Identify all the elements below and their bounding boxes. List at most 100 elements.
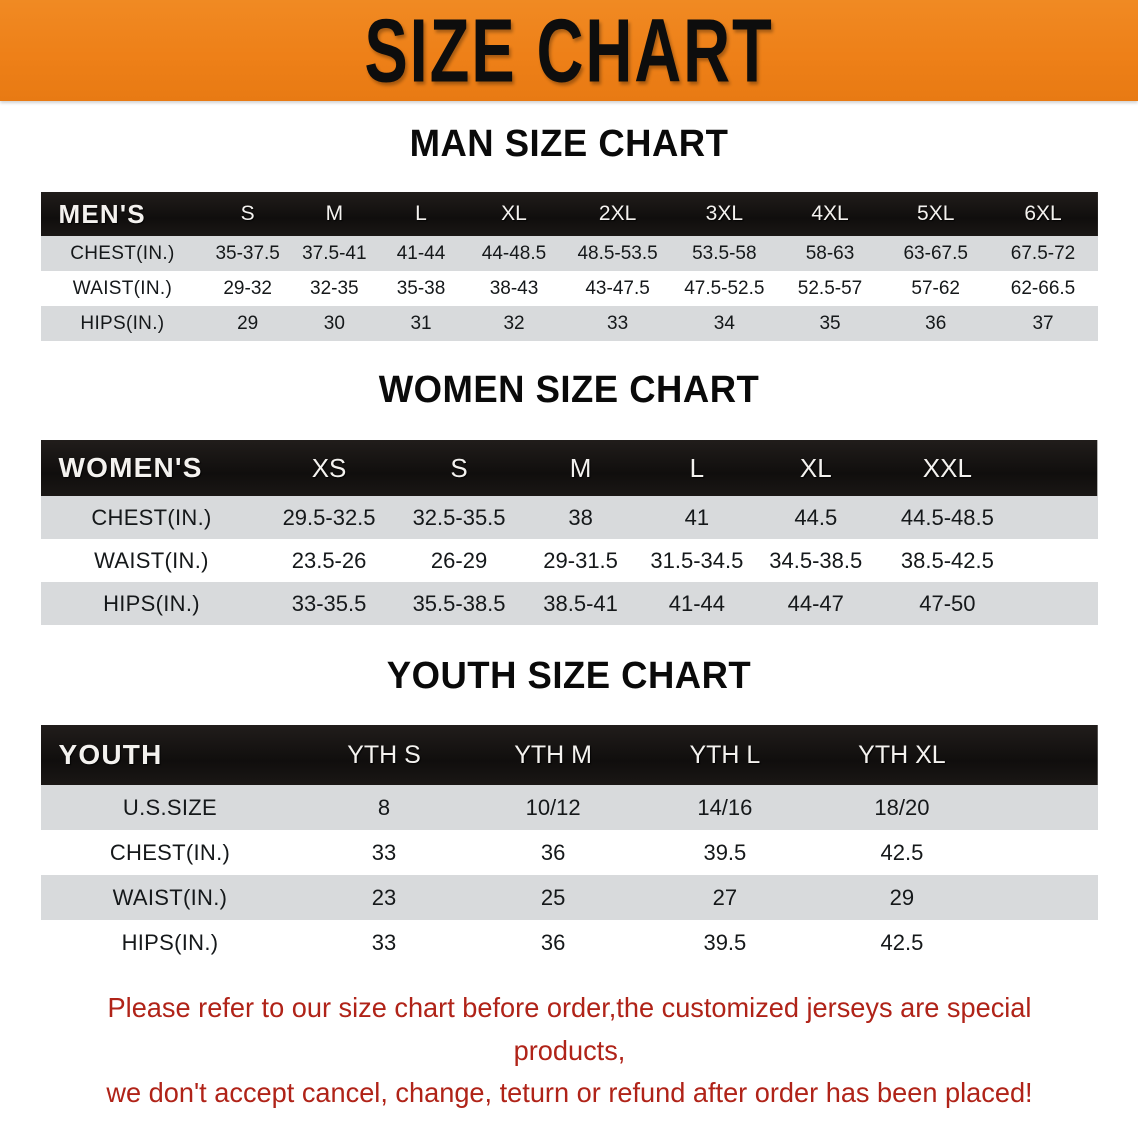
women-cell-2-0: 33-35.5	[291, 590, 367, 616]
man-col-header-0: S	[240, 202, 255, 225]
man-section-title: MAN SIZE CHART	[409, 123, 729, 165]
youth-section-title: YOUTH SIZE CHART	[386, 655, 752, 697]
women-cell-1-6	[1018, 539, 1097, 582]
youth-table-header-row: YOUTH YTH S YTH M YTH L YTH XL	[40, 725, 1098, 785]
women-cell-1-4: 34.5-38.5	[769, 547, 863, 573]
youth-cell-2-4	[992, 875, 1098, 920]
women-cell-2-2: 38.5-41	[543, 590, 618, 616]
man-cell-1-8: 62-66.5	[1010, 277, 1076, 299]
table-row: WAIST(IN.) 23 25 27 29	[40, 875, 1098, 920]
man-cell-2-1: 30	[323, 312, 345, 334]
man-cell-2-2: 31	[410, 312, 432, 334]
women-col-header-6	[1018, 440, 1097, 496]
table-row: HIPS(IN.) 33-35.5 35.5-38.5 38.5-41 41-4…	[40, 582, 1098, 625]
man-cell-2-6: 35	[819, 312, 841, 334]
table-row: HIPS(IN.) 29 30 31 32 33 34 35 36 37	[40, 306, 1098, 341]
man-cell-0-6: 58-63	[805, 242, 855, 264]
page-title: SIZE CHART	[364, 0, 774, 101]
youth-cell-2-2: 27	[712, 884, 738, 910]
man-table-header-row: MEN'S S M L XL 2XL 3XL 4XL 5XL 6XL	[40, 192, 1098, 236]
women-row-label-2: HIPS(IN.)	[103, 590, 200, 616]
women-cell-2-6	[1018, 582, 1097, 625]
man-cell-0-2: 41-44	[396, 242, 446, 264]
youth-cell-2-0: 23	[371, 884, 397, 910]
man-corner-label: MEN'S	[58, 198, 146, 229]
youth-col-header-1: YTH M	[514, 740, 592, 769]
youth-cell-1-4	[992, 830, 1098, 875]
women-cell-0-0: 29.5-32.5	[282, 504, 376, 530]
women-cell-1-3: 31.5-34.5	[650, 547, 744, 573]
table-row: CHEST(IN.) 29.5-32.5 32.5-35.5 38 41 44.…	[40, 496, 1098, 539]
women-col-header-4: XL	[799, 452, 832, 483]
women-cell-0-6	[1018, 496, 1097, 539]
man-col-header-8: 6XL	[1024, 202, 1062, 225]
table-row: HIPS(IN.) 33 36 39.5 42.5	[40, 920, 1098, 965]
youth-row-label-2: WAIST(IN.)	[112, 884, 228, 910]
women-cell-0-1: 32.5-35.5	[412, 504, 506, 530]
women-cell-1-2: 29-31.5	[543, 547, 618, 573]
youth-size-table-wrapper: YOUTH YTH S YTH M YTH L YTH XL U.S.SIZE …	[40, 725, 1098, 965]
disclaimer-line-2: we don't accept cancel, change, teturn o…	[105, 1077, 1033, 1109]
table-row: U.S.SIZE 8 10/12 14/16 18/20	[40, 785, 1098, 830]
women-col-header-1: S	[450, 452, 468, 483]
women-cell-0-2: 38	[568, 504, 593, 530]
man-row-label-1: WAIST(IN.)	[72, 277, 173, 299]
youth-cell-3-1: 36	[540, 929, 566, 955]
youth-cell-3-4	[992, 920, 1098, 965]
women-size-table: WOMEN'S XS S M L XL XXL CHEST(IN.) 29.5-…	[40, 440, 1098, 625]
man-col-header-1: M	[325, 202, 344, 225]
man-col-header-5: 3XL	[705, 202, 744, 225]
women-col-header-2: M	[569, 452, 592, 483]
man-cell-0-3: 44-48.5	[481, 242, 547, 264]
women-cell-0-4: 44.5	[794, 504, 838, 530]
women-table-header-row: WOMEN'S XS S M L XL XXL	[40, 440, 1098, 496]
man-cell-1-4: 43-47.5	[585, 277, 650, 299]
youth-cell-3-3: 42.5	[880, 929, 924, 955]
man-cell-1-1: 32-35	[310, 277, 359, 299]
man-col-header-6: 4XL	[811, 202, 849, 225]
women-col-header-3: L	[689, 452, 705, 483]
man-cell-1-6: 52.5-57	[797, 277, 863, 299]
youth-cell-3-0: 33	[371, 929, 397, 955]
women-cell-2-3: 41-44	[668, 590, 725, 616]
man-row-label-2: HIPS(IN.)	[80, 312, 165, 334]
youth-size-table: YOUTH YTH S YTH M YTH L YTH XL U.S.SIZE …	[40, 725, 1098, 965]
man-cell-0-4: 48.5-53.5	[577, 242, 658, 264]
man-cell-2-5: 34	[713, 312, 735, 334]
man-size-table-wrapper: MEN'S S M L XL 2XL 3XL 4XL 5XL 6XL CHEST…	[40, 192, 1098, 341]
youth-cell-3-2: 39.5	[703, 929, 747, 955]
man-col-header-2: L	[415, 202, 427, 225]
man-cell-2-3: 32	[503, 312, 525, 334]
youth-cell-1-0: 33	[371, 839, 397, 865]
youth-cell-2-3: 29	[889, 884, 915, 910]
man-cell-1-7: 57-62	[911, 277, 961, 299]
women-size-table-wrapper: WOMEN'S XS S M L XL XXL CHEST(IN.) 29.5-…	[40, 440, 1098, 625]
youth-cell-0-4	[992, 785, 1098, 830]
youth-cell-1-1: 36	[540, 839, 566, 865]
man-cell-0-1: 37.5-41	[302, 242, 367, 264]
table-row: CHEST(IN.) 35-37.5 37.5-41 41-44 44-48.5…	[40, 236, 1098, 271]
women-cell-0-5: 44.5-48.5	[900, 504, 994, 530]
women-cell-2-4: 44-47	[787, 590, 844, 616]
women-section-title: WOMEN SIZE CHART	[378, 369, 760, 411]
man-cell-1-3: 38-43	[489, 277, 539, 299]
women-col-header-0: XS	[311, 452, 347, 483]
youth-col-header-2: YTH L	[689, 740, 761, 769]
youth-row-label-0: U.S.SIZE	[122, 794, 218, 820]
disclaimer-text: Please refer to our size chart before or…	[48, 987, 1091, 1115]
header-banner: SIZE CHART	[0, 0, 1138, 101]
women-cell-0-3: 41	[684, 504, 710, 530]
youth-cell-0-1: 10/12	[525, 794, 581, 820]
youth-cell-1-2: 39.5	[703, 839, 747, 865]
man-cell-1-2: 35-38	[396, 277, 446, 299]
man-cell-2-0: 29	[237, 312, 259, 334]
youth-cell-0-2: 14/16	[697, 794, 753, 820]
man-cell-0-0: 35-37.5	[215, 242, 280, 264]
youth-corner-label: YOUTH	[58, 739, 163, 770]
women-cell-2-1: 35.5-38.5	[412, 590, 506, 616]
youth-row-label-3: HIPS(IN.)	[121, 929, 219, 955]
table-row: WAIST(IN.) 29-32 32-35 35-38 38-43 43-47…	[40, 271, 1098, 306]
man-cell-0-7: 63-67.5	[903, 242, 968, 264]
man-cell-2-4: 33	[607, 312, 629, 334]
youth-cell-2-1: 25	[540, 884, 566, 910]
